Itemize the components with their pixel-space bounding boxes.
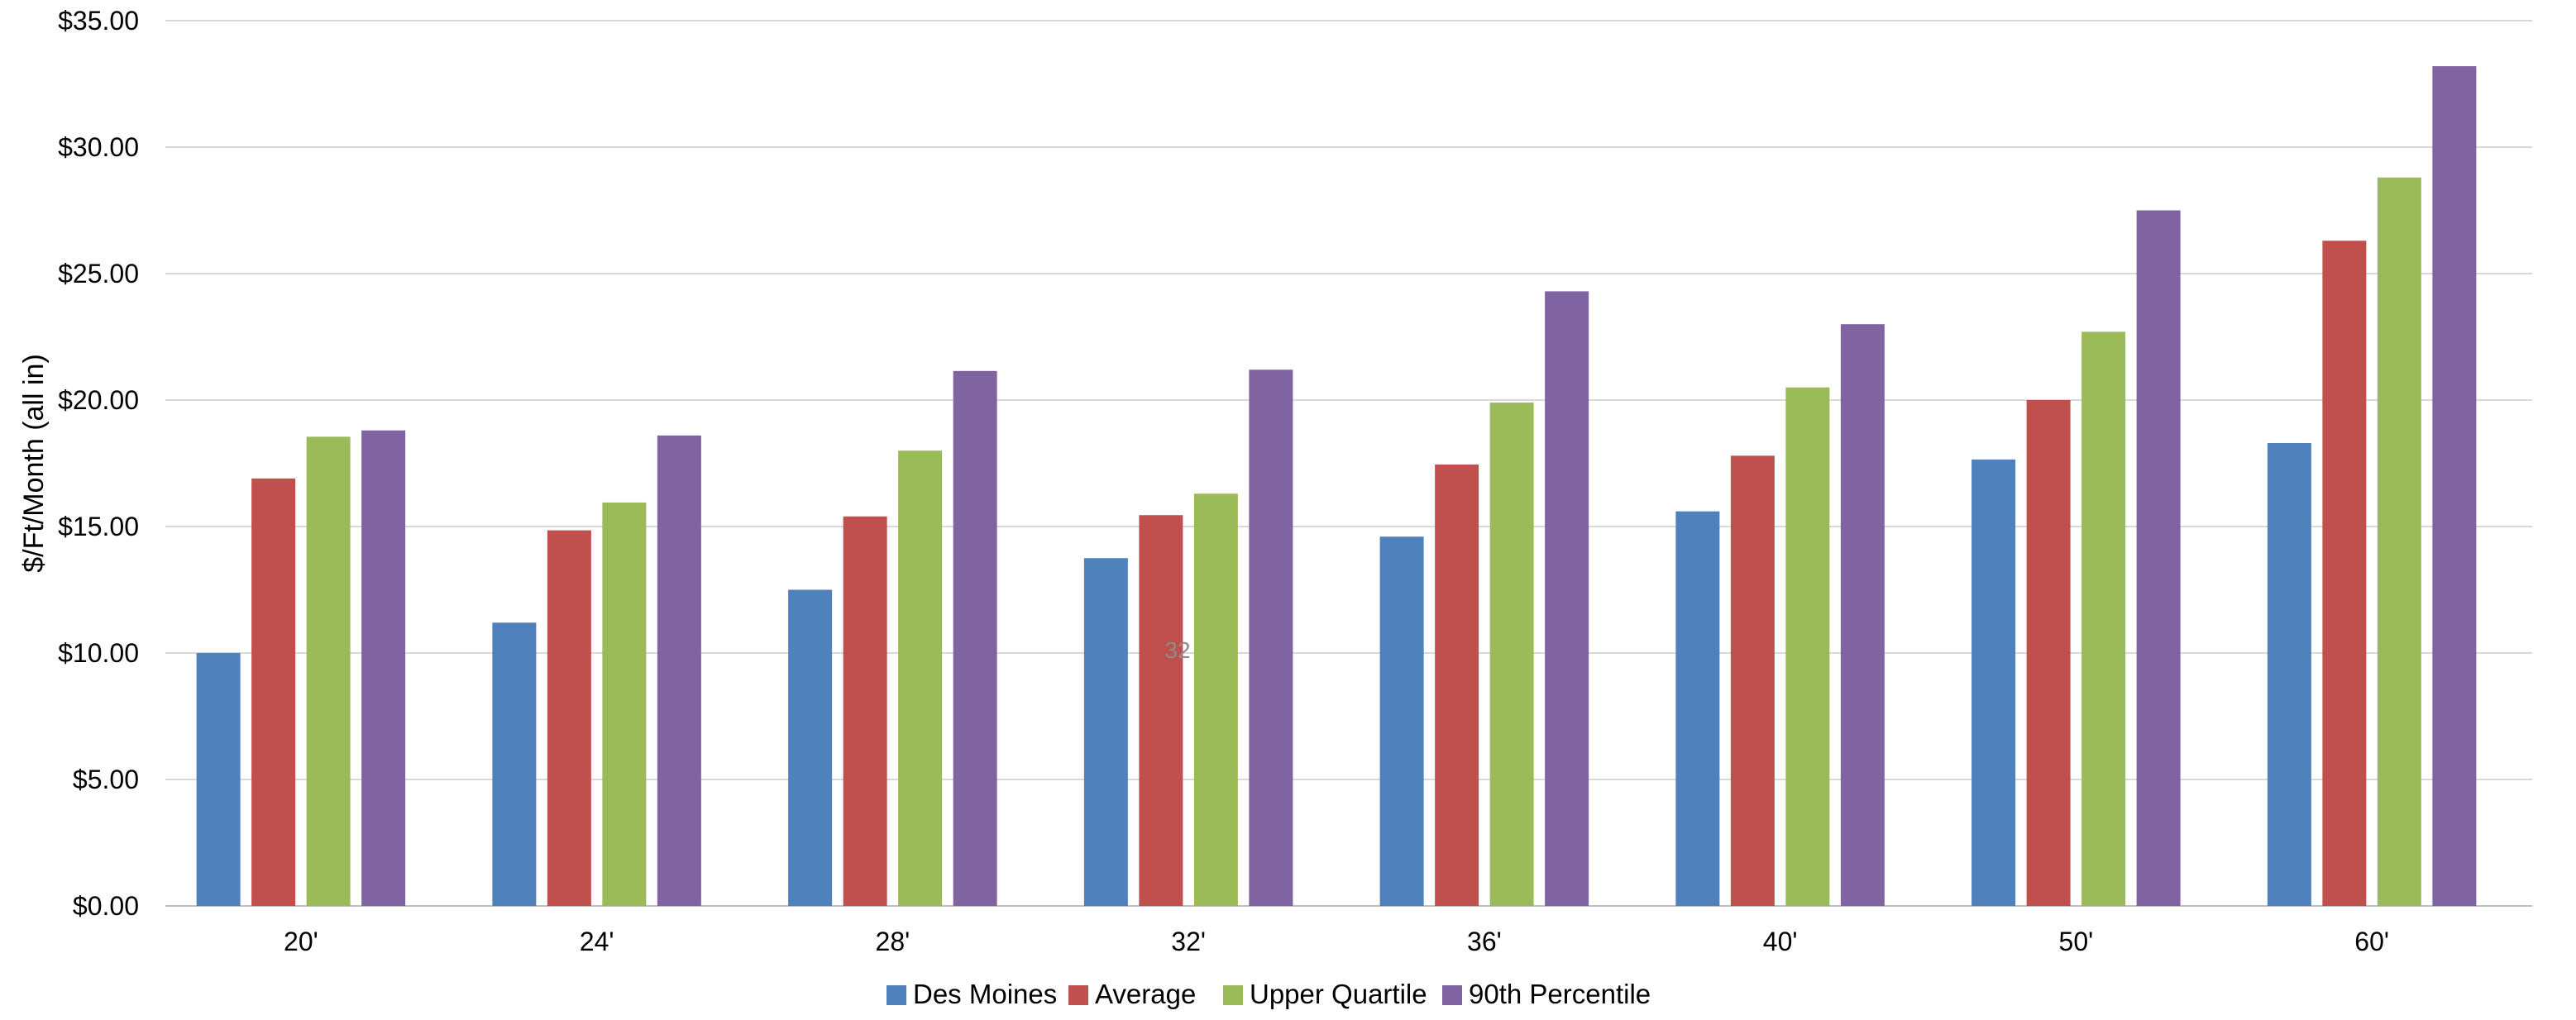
y-axis-title: $/Ft/Month (all in) [18,354,50,573]
legend-label: Des Moines [913,979,1057,1009]
legend-swatch [1068,985,1088,1005]
legend-label: Average [1095,979,1196,1009]
bar [2377,177,2421,907]
bar [1971,459,2016,906]
bar [2267,443,2311,906]
x-tick-label: 20' [284,927,318,956]
y-tick-label: $5.00 [73,765,139,794]
y-tick-label: $20.00 [58,385,139,415]
legend-swatch [1223,985,1243,1005]
bar [196,653,241,906]
bar [2432,66,2477,906]
bar [2322,241,2367,907]
x-tick-label: 50' [2059,927,2094,956]
bar [1489,403,1534,906]
legend: Des Moines Average Upper Quartile 90th Perc… [887,979,1651,1009]
x-tick-label: 28' [876,927,910,956]
y-tick-label: $25.00 [58,259,139,288]
bar [1193,493,1238,906]
y-tick-label: $10.00 [58,638,139,668]
bar [953,370,997,906]
data-annotation: 32 [1164,637,1190,663]
legend-label: Upper Quartile [1250,979,1427,1009]
y-axis-tick-labels: $0.00 $5.00 $10.00 $15.00 $20.00 $25.00 $30.00… [58,6,139,921]
x-tick-label: 40' [1763,927,1798,956]
bar [251,478,296,906]
x-tick-label: 60' [2354,927,2389,956]
bar [898,450,943,906]
bar [657,435,701,906]
bar [1379,536,1424,906]
bar [2081,331,2126,906]
bar [1730,455,1775,906]
x-tick-label: 32' [1171,927,1206,956]
x-tick-label: 24' [580,927,614,956]
y-tick-label: $0.00 [73,891,139,921]
bar [788,589,833,906]
x-axis-tick-labels: 20' 24' 28' 32' 36' 40' 50' 60' [284,927,2389,956]
bar [1249,369,1293,906]
y-tick-label: $35.00 [58,6,139,36]
bar [1675,511,1720,906]
bar [492,622,537,906]
bar [547,530,591,906]
bar [306,436,351,906]
bar [1545,291,1589,906]
bar [1435,465,1479,906]
bar [1083,558,1128,906]
bars [196,66,2477,907]
bar [2136,210,2181,906]
bar [1840,324,1885,906]
legend-swatch [887,985,906,1005]
x-tick-label: 36' [1467,927,1502,956]
bar [843,516,887,906]
bar [602,502,647,906]
legend-swatch [1442,985,1462,1005]
bar [2026,400,2071,906]
y-tick-label: $30.00 [58,132,139,162]
bar [361,430,406,906]
legend-label: 90th Percentile [1469,979,1651,1009]
y-tick-label: $15.00 [58,512,139,541]
bar [1785,387,1830,906]
bar [1139,515,1183,906]
